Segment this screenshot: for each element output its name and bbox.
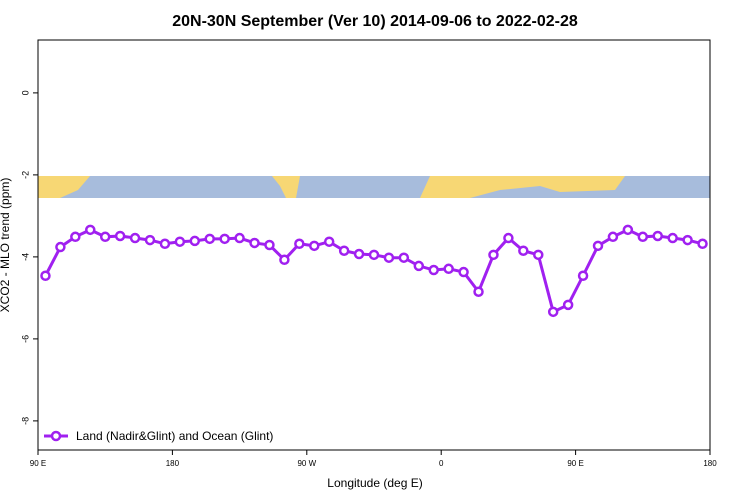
data-point <box>503 232 514 244</box>
data-point <box>264 239 275 251</box>
data-point <box>562 299 574 311</box>
data-point <box>652 230 663 242</box>
x-tick-label: 90 W <box>297 459 316 468</box>
data-point <box>607 231 619 243</box>
legend-label: Land (Nadir&Glint) and Ocean (Glint) <box>76 429 273 443</box>
y-tick-label: -2 <box>20 171 30 179</box>
data-point <box>99 231 111 243</box>
y-axis-label: XCO2 - MLO trend (ppm) <box>0 178 12 313</box>
data-point <box>338 245 350 256</box>
data-point <box>129 232 141 244</box>
x-tick-label: 0 <box>439 459 444 468</box>
data-point <box>458 266 469 278</box>
data-point <box>70 231 81 243</box>
series-line <box>44 228 703 314</box>
data-point <box>204 233 215 245</box>
data-point <box>622 224 634 236</box>
data-point <box>174 236 186 247</box>
data-point <box>55 241 66 253</box>
data-point <box>547 306 559 318</box>
data-point <box>413 260 425 272</box>
data-point <box>697 238 708 250</box>
data-point <box>473 286 484 297</box>
data-point <box>577 270 589 281</box>
data-point <box>114 230 126 242</box>
chart-title: 20N-30N September (Ver 10) 2014-09-06 to… <box>172 13 578 30</box>
data-point <box>85 224 96 236</box>
x-tick-label: 90 E <box>567 459 583 468</box>
y-tick-label: -6 <box>20 335 30 343</box>
x-tick-label: 180 <box>166 459 180 468</box>
data-point <box>398 252 410 263</box>
data-point <box>279 254 290 266</box>
data-point <box>189 235 201 247</box>
data-point <box>234 232 245 244</box>
data-point <box>637 231 649 243</box>
plot-frame <box>37 39 711 451</box>
x-tick-label: 180 <box>703 459 717 468</box>
data-point <box>353 248 365 260</box>
y-tick-label: 0 <box>20 90 30 95</box>
data-point <box>533 249 544 261</box>
data-point <box>428 264 439 276</box>
data-point <box>592 240 604 252</box>
data-point <box>309 240 320 252</box>
data-point <box>368 249 380 261</box>
data-point <box>144 234 156 246</box>
data-point <box>518 245 529 256</box>
y-tick-label: -4 <box>20 253 30 261</box>
data-point <box>682 234 693 246</box>
data-point <box>323 236 335 247</box>
data-point <box>40 270 51 281</box>
data-point <box>488 249 499 261</box>
legend-marker <box>50 430 62 442</box>
x-tick-label: 90 E <box>30 459 46 468</box>
map-strip <box>38 176 710 198</box>
data-point <box>159 238 171 250</box>
data-point <box>249 237 260 249</box>
data-point <box>219 233 230 245</box>
data-point <box>383 252 395 263</box>
y-tick-label: -8 <box>20 417 30 425</box>
data-point <box>667 232 678 244</box>
data-point <box>294 238 305 250</box>
x-axis-label: Longitude (deg E) <box>327 476 422 490</box>
data-point <box>443 263 454 275</box>
